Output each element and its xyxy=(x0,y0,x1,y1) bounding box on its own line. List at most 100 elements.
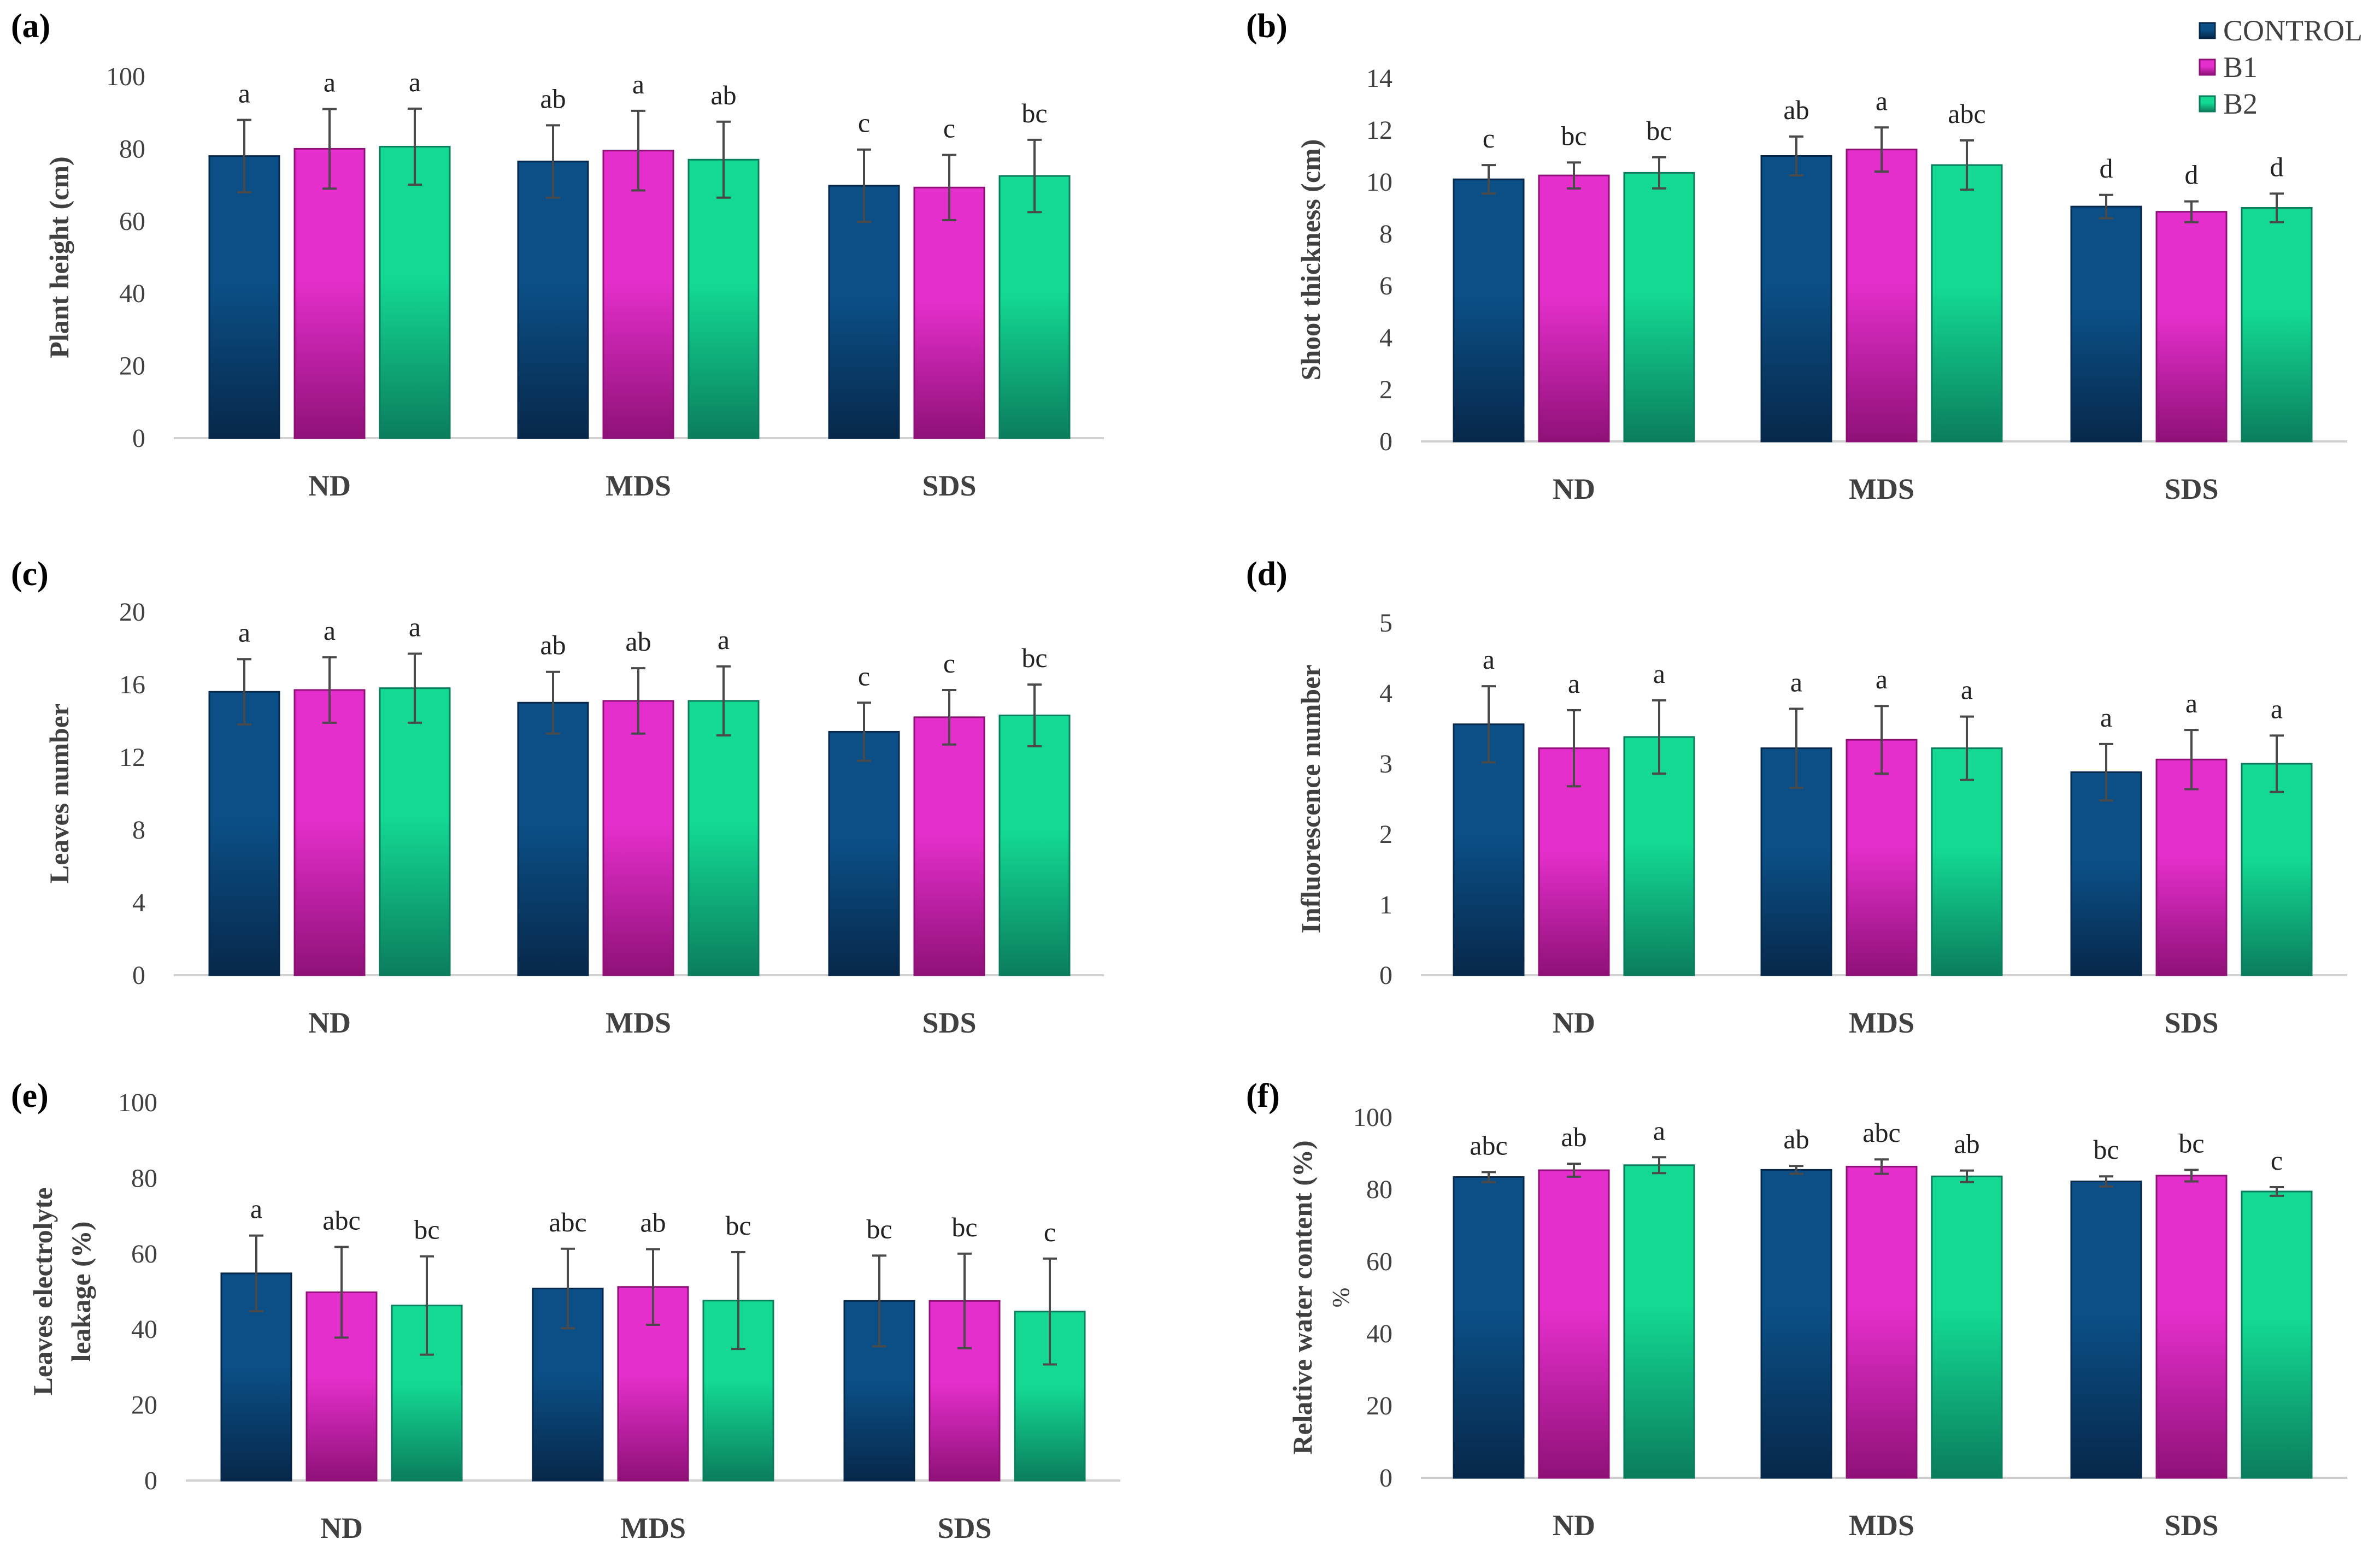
y-tick-label: 0 xyxy=(144,1466,157,1495)
bar-b1-nd xyxy=(293,689,366,976)
significance-letter: d xyxy=(2270,151,2284,182)
error-bar xyxy=(731,1251,745,1351)
error-bar xyxy=(2184,200,2199,223)
error-bar xyxy=(1874,126,1889,173)
error-bar xyxy=(857,701,871,762)
bar-b2-nd xyxy=(379,145,451,439)
error-bar xyxy=(631,109,645,192)
bar-b2-mds xyxy=(687,158,760,439)
x-tick-label: ND xyxy=(308,1006,351,1039)
significance-letter: c xyxy=(943,648,955,679)
error-bar xyxy=(942,688,956,746)
error-bar xyxy=(2270,1186,2284,1197)
error-bar xyxy=(2184,729,2199,791)
bar-b1-mds xyxy=(1846,1165,1918,1479)
y-tick-label: 80 xyxy=(1366,1175,1392,1204)
error-bar xyxy=(1027,683,1042,748)
error-bar xyxy=(2099,1175,2113,1188)
error-bar xyxy=(1652,1156,1666,1175)
significance-letter: ab xyxy=(540,630,566,661)
chart-panel-a: (a) 0 20 40 60 80 100 Plant height (cm) a a a ND ab a… xyxy=(11,8,1104,502)
error-bar xyxy=(1567,1163,1581,1178)
significance-letter: a xyxy=(2185,688,2197,718)
y-tick-label: 4 xyxy=(1379,323,1392,352)
significance-letter: a xyxy=(632,69,644,99)
y-tick-label: 0 xyxy=(1379,427,1392,456)
y-tick-label: 12 xyxy=(119,743,145,772)
bar-b1-sds xyxy=(2155,211,2228,443)
error-bar xyxy=(1789,1165,1803,1175)
significance-letter: a xyxy=(1483,644,1495,675)
x-tick-label: ND xyxy=(308,469,351,502)
error-bar xyxy=(1567,709,1581,788)
significance-letter: a xyxy=(324,67,336,98)
y-tick-label: 80 xyxy=(131,1164,157,1193)
error-bar xyxy=(2184,1169,2199,1183)
significance-letter: ab xyxy=(540,83,566,114)
chart-panel-d: (d) 0 1 2 3 4 5 Influorescence number a a a ND a a a MD… xyxy=(1246,556,2347,1039)
y-axis-label: Influorescence number xyxy=(1295,664,1326,933)
significance-letter: c xyxy=(1483,123,1495,154)
y-tick-label: 60 xyxy=(1366,1247,1392,1276)
y-axis-label: leakage (%) xyxy=(66,1222,96,1362)
bar-control-sds xyxy=(828,185,900,439)
bar-b2-nd xyxy=(379,687,451,976)
y-tick-label: 100 xyxy=(1353,1103,1392,1132)
error-bar xyxy=(408,652,422,724)
significance-letter: a xyxy=(1790,667,1802,697)
significance-letter: a xyxy=(250,1194,262,1224)
error-bar xyxy=(1789,135,1803,177)
significance-letter: a xyxy=(238,78,250,108)
bar-b2-nd xyxy=(1623,736,1695,976)
error-bar xyxy=(237,119,251,193)
significance-letter: a xyxy=(1876,85,1888,116)
significance-letter: c xyxy=(858,661,870,691)
bar-b2-sds xyxy=(2241,207,2313,443)
legend-label-b2: B2 xyxy=(2223,87,2258,120)
significance-letter: a xyxy=(1961,675,1973,705)
x-tick-label: MDS xyxy=(1849,1006,1914,1039)
y-tick-label: 60 xyxy=(119,207,145,236)
error-bar xyxy=(561,1247,575,1330)
error-bar xyxy=(249,1234,263,1312)
error-bar xyxy=(1482,685,1496,764)
y-tick-label: 2 xyxy=(1379,375,1392,404)
significance-letter: ab xyxy=(625,626,651,657)
chart-panel-f: (f) 0 20 40 60 80 100 Relative water content (%… xyxy=(1246,1077,2347,1542)
significance-letter: abc xyxy=(1470,1130,1507,1160)
y-tick-label: 40 xyxy=(131,1315,157,1344)
legend-swatch-control xyxy=(2199,22,2216,39)
error-bar xyxy=(1652,156,1666,190)
y-axis-label: Plant height (cm) xyxy=(44,156,74,358)
bar-control-nd xyxy=(208,691,280,976)
y-axis-label: Leaves electrolyte xyxy=(27,1188,58,1396)
y-tick-label: 20 xyxy=(119,598,145,627)
error-bar xyxy=(1960,1169,1974,1183)
y-tick-label: 8 xyxy=(1379,220,1392,249)
y-tick-label: 6 xyxy=(1379,272,1392,300)
bar-b1-sds xyxy=(2155,758,2228,976)
significance-letter: bc xyxy=(725,1210,751,1241)
x-tick-label: SDS xyxy=(2164,1509,2218,1542)
error-bar xyxy=(857,148,871,223)
panel-label: (f) xyxy=(1246,1077,1280,1114)
error-bar xyxy=(872,1254,886,1348)
y-tick-label: 2 xyxy=(1379,820,1392,849)
bar-b2-sds xyxy=(998,715,1071,976)
error-bar xyxy=(420,1255,434,1356)
significance-letter: bc xyxy=(1561,120,1586,151)
bar-b2-mds xyxy=(687,700,760,976)
bar-b2-sds xyxy=(2241,1190,2313,1479)
y-tick-label: 4 xyxy=(1379,679,1392,708)
legend-label-control: CONTROL xyxy=(2223,14,2363,47)
significance-letter: abc xyxy=(1948,98,1985,129)
y-axis-label: Shoot thickness (cm) xyxy=(1295,139,1326,381)
x-tick-label: ND xyxy=(320,1512,363,1544)
significance-letter: c xyxy=(1044,1217,1056,1247)
y-tick-label: 20 xyxy=(119,352,145,381)
x-tick-label: MDS xyxy=(606,1006,671,1039)
bar-b1-mds xyxy=(1846,739,1918,976)
y-tick-label: 10 xyxy=(1366,168,1392,197)
bar-b2-mds xyxy=(1931,747,2003,976)
